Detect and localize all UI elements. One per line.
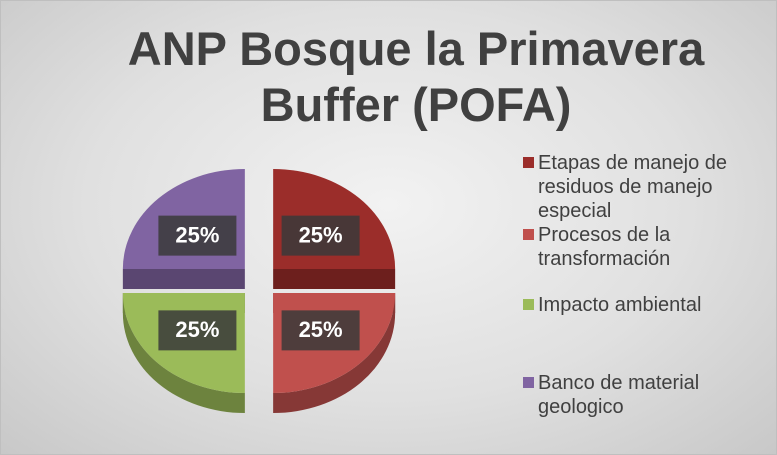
- legend-item: Procesos de la transformación: [523, 223, 773, 271]
- value-label-box: [281, 310, 360, 351]
- legend-swatch: [523, 299, 534, 310]
- legend-swatch: [523, 229, 534, 240]
- legend-label: Etapas de manejo de residuos de manejo e…: [538, 152, 728, 222]
- value-label-box: [158, 310, 237, 351]
- legend-label: Banco de material geologico: [538, 372, 700, 418]
- legend-label: Impacto ambiental: [538, 294, 702, 316]
- legend-item: Impacto ambiental: [523, 293, 773, 317]
- slice-depth: [273, 268, 396, 289]
- legend-label: Procesos de la transformación: [538, 224, 671, 270]
- value-label: 25%: [299, 317, 343, 342]
- value-label-box: [281, 215, 360, 256]
- value-label: 25%: [175, 222, 219, 247]
- legend-swatch: [523, 377, 534, 388]
- legend-item: Banco de material geologico: [523, 371, 773, 419]
- legend-swatch: [523, 157, 534, 168]
- value-label: 25%: [299, 222, 343, 247]
- chart-title: ANP Bosque la Primavera Buffer (POFA): [127, 22, 705, 131]
- slice-depth: [122, 268, 245, 289]
- value-label: 25%: [175, 317, 219, 342]
- value-label-box: [158, 215, 237, 256]
- legend-item: Etapas de manejo de residuos de manejo e…: [523, 151, 773, 223]
